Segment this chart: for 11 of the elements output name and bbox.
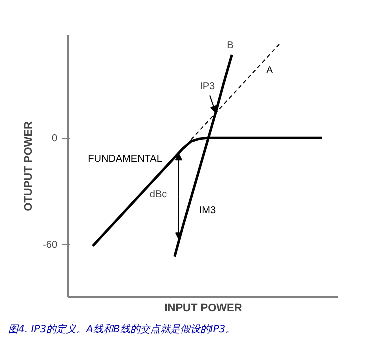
annotation: B: [227, 40, 234, 52]
caption: 图4. IP3的定义。A线和B线的交点就是假设的IP3。: [8, 324, 236, 336]
series-label: IM3: [199, 205, 217, 216]
x-axis-title: INPUT POWER: [164, 302, 242, 314]
annotation: dBc: [150, 189, 168, 200]
annotation: IP3: [200, 81, 216, 92]
series-label: A: [266, 65, 274, 76]
y-axis-title: OTUPUT POWER: [23, 122, 36, 212]
y-tick-label: -60: [43, 240, 58, 251]
y-tick-label: 0: [52, 134, 58, 145]
legend-label: FUNDAMENTAL: [88, 154, 163, 165]
